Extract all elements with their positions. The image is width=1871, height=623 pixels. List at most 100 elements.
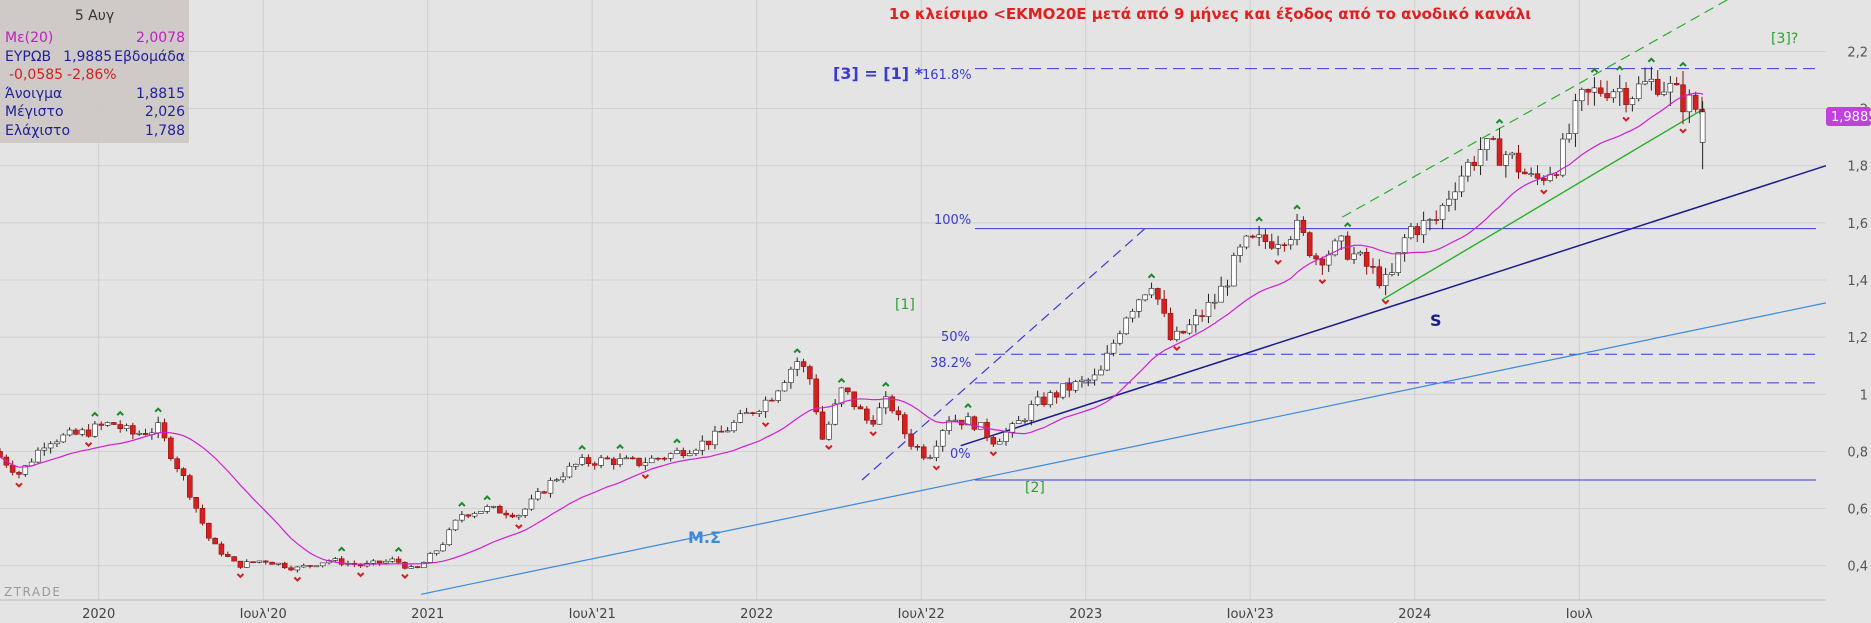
candle [1041, 396, 1047, 406]
swing-low-marker [1173, 346, 1181, 352]
trend-line-channel-lower [1381, 107, 1705, 301]
candle [541, 491, 547, 494]
swing-low-marker [1679, 128, 1687, 134]
swing-low-marker [15, 482, 23, 488]
swing-high-marker [1616, 65, 1624, 71]
candle [73, 429, 79, 435]
candle [66, 429, 73, 436]
candle [1490, 138, 1496, 140]
swing-high-marker [1255, 216, 1263, 222]
trend-lines [421, 0, 1827, 595]
candle [1034, 396, 1041, 405]
candle [1686, 94, 1693, 113]
candle [237, 560, 244, 568]
candle [870, 419, 876, 425]
y-tick-label: 2,2 [1847, 45, 1868, 60]
candle [731, 422, 737, 432]
candle [98, 423, 104, 426]
candle [92, 423, 98, 437]
swing-low-marker [641, 474, 650, 480]
candle [1186, 324, 1193, 334]
wave-2-label: [2] [1025, 480, 1045, 496]
candle [142, 433, 149, 435]
y-tick-label: 1 [1860, 388, 1868, 403]
candle [629, 457, 636, 460]
candle [560, 476, 566, 481]
fib-100-label: 100% [934, 213, 971, 228]
candle [9, 464, 16, 473]
candle [1604, 93, 1610, 99]
swing-high-marker [116, 410, 124, 416]
swing-high-marker [458, 501, 466, 507]
candle [826, 423, 832, 440]
candle [762, 399, 769, 412]
annotations: 1ο κλείσιμο <ΕΚΜΟ20Ε μετά από 9 μήνες κα… [4, 5, 1798, 599]
candle [1389, 272, 1395, 275]
candle [1167, 313, 1174, 340]
low-label: Ελάχιστο [5, 122, 71, 139]
swing-low-marker [1274, 259, 1282, 265]
ma-value: 2,0078 [136, 30, 185, 46]
swing-low-marker [932, 465, 941, 471]
candle [433, 550, 440, 554]
candle [1477, 149, 1484, 167]
candle [1009, 423, 1016, 433]
swing-low-marker [1318, 279, 1327, 285]
candle [402, 562, 408, 569]
y-tick-label: 0,6 [1847, 503, 1868, 518]
candle [1465, 161, 1471, 177]
candle [610, 458, 617, 465]
candle [1370, 266, 1376, 268]
candle [0, 451, 3, 458]
candle [1142, 294, 1148, 301]
candle [1319, 258, 1326, 266]
candle [1224, 285, 1231, 288]
fib-0-label: 0% [950, 447, 971, 462]
candle [807, 366, 813, 380]
candle [693, 449, 699, 454]
candle [705, 440, 712, 446]
candle [1053, 392, 1060, 398]
candle [1661, 91, 1667, 95]
candle [338, 558, 345, 565]
swing-low-marker [1540, 189, 1548, 195]
candle [1509, 152, 1515, 156]
symbol: ΕΥΡΩΒ [5, 48, 52, 65]
candle [452, 519, 459, 531]
x-tick-label: Ιουλ'21 [569, 607, 616, 622]
candle [478, 511, 484, 514]
candle [1522, 171, 1528, 175]
candle [686, 453, 693, 457]
candle [902, 414, 908, 435]
candle [193, 497, 199, 509]
candle [1110, 342, 1117, 354]
candles [0, 66, 1706, 573]
candle [528, 498, 535, 510]
candle [1028, 404, 1035, 421]
candle [414, 566, 421, 569]
swing-high-marker [1293, 204, 1301, 210]
swing-high-marker [1679, 61, 1687, 67]
y-tick-label: 1,6 [1847, 217, 1868, 232]
swing-high-marker [1495, 118, 1504, 124]
candle [889, 396, 895, 412]
candle [617, 458, 623, 465]
candle [180, 468, 187, 476]
candle [566, 465, 573, 478]
candle [199, 508, 206, 524]
candle [136, 433, 142, 435]
candle [743, 412, 750, 415]
swing-low-marker [761, 422, 770, 428]
candle [623, 457, 630, 460]
swing-low-marker [515, 524, 523, 530]
chart-title: 1ο κλείσιμο <ΕΚΜΟ20Ε μετά από 9 μήνες κα… [889, 5, 1531, 23]
candle [250, 561, 256, 564]
y-tick-label: 1,2 [1847, 331, 1868, 346]
info-panel: 5 Αυγ Με(20) 2,0078 ΕΥΡΩΒ 1,9885 Εβδομάδ… [0, 0, 189, 143]
candle [680, 450, 687, 457]
candle [516, 515, 522, 518]
candle [1515, 152, 1522, 173]
candle [1642, 81, 1648, 85]
info-row-low: Ελάχιστο 1,788 [0, 122, 189, 141]
